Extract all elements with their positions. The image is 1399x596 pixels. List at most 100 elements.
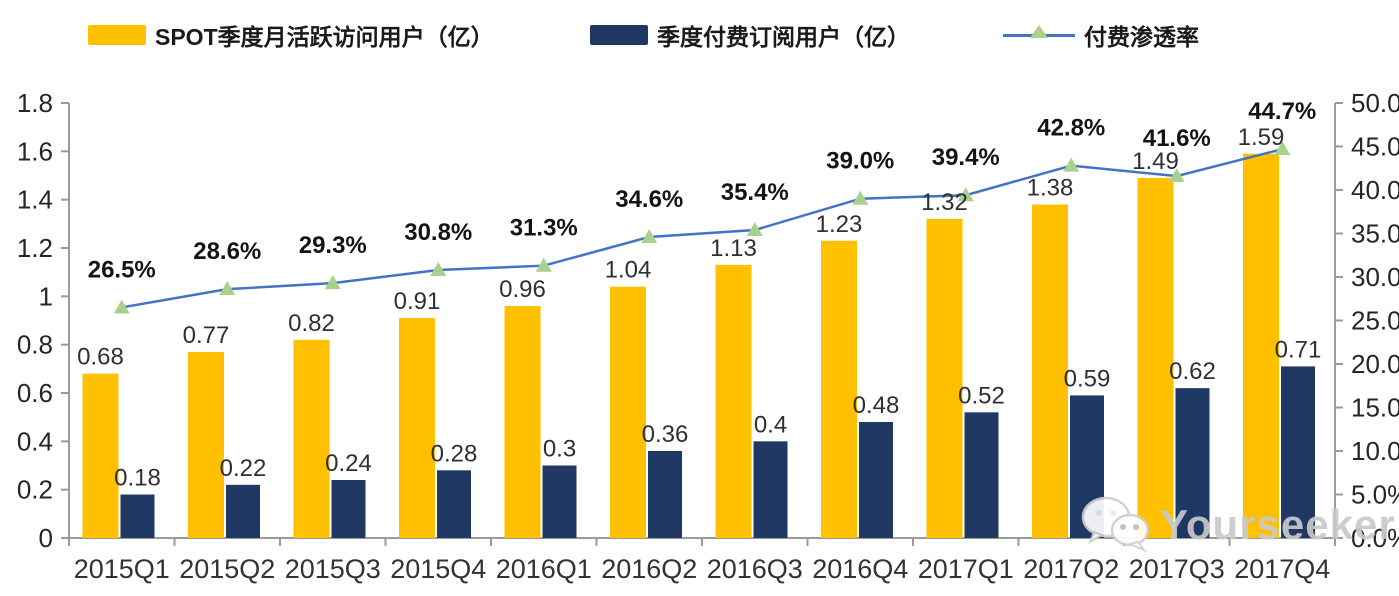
penetration-point <box>1274 141 1291 156</box>
subs-bar <box>437 470 471 538</box>
penetration-point <box>219 281 236 296</box>
right-axis-tick-label: 5.0% <box>1351 480 1399 510</box>
penetration-value-label: 26.5% <box>88 256 156 283</box>
x-tick-label: 2017Q4 <box>1234 554 1330 584</box>
penetration-value-label: 29.3% <box>299 232 367 259</box>
subs-bar <box>542 465 577 538</box>
mau-bar <box>926 219 963 538</box>
penetration-point <box>746 222 763 237</box>
legend-item-mau: SPOT季度月活跃访问用户（亿） <box>88 18 494 52</box>
subs-bar-value-label: 0.22 <box>220 455 267 482</box>
left-axis-tick-label: 1.2 <box>17 233 53 263</box>
left-axis-tick-label: 0 <box>39 523 53 553</box>
left-axis-tick-label: 0.4 <box>17 426 53 456</box>
penetration-value-label: 35.4% <box>721 179 789 206</box>
penetration-point <box>641 228 658 243</box>
subs-bar-value-label: 0.48 <box>853 392 900 419</box>
subs-bar-value-label: 0.24 <box>325 450 372 477</box>
penetration-point <box>324 275 341 290</box>
penetration-line <box>121 147 1283 309</box>
subs-bar <box>226 484 260 538</box>
subs-bar <box>964 412 999 538</box>
mau-legend-label: SPOT季度月活跃访问用户（亿） <box>155 24 494 50</box>
subs-bar-value-label: 0.52 <box>958 382 1005 409</box>
subs-bar <box>753 441 788 538</box>
penetration-value-label: 42.8% <box>1037 115 1105 142</box>
mau-bar <box>1137 177 1174 538</box>
mau-bar-value-label: 0.82 <box>288 310 335 337</box>
mau-bar <box>1032 204 1068 538</box>
right-axis-tick-label: 25.0% <box>1351 306 1399 336</box>
mau-bar <box>821 240 857 538</box>
penetration-point <box>535 257 552 272</box>
penetration-legend-label: 付费渗透率 <box>1084 24 1199 50</box>
penetration-point <box>1063 157 1080 172</box>
penetration-value-label: 39.4% <box>932 144 1000 171</box>
right-axis-tick-label: 10.0% <box>1351 436 1399 466</box>
x-tick-label: 2016Q4 <box>812 554 908 584</box>
right-axis-tick-label: 0.0% <box>1351 523 1399 553</box>
mau-bar-value-label: 1.59 <box>1238 124 1285 151</box>
mau-bar-value-label: 1.32 <box>921 189 968 216</box>
legend-item-penetration: 付费渗透率 <box>1003 18 1199 52</box>
left-axis-tick-label: 1.4 <box>17 185 53 215</box>
x-tick-label: 2015Q1 <box>74 554 170 584</box>
legend-item-subscribers: 季度付费订阅用户（亿） <box>590 18 910 52</box>
right-axis-tick-label: 35.0% <box>1351 219 1399 249</box>
subs-bar-value-label: 0.28 <box>431 440 478 467</box>
penetration-value-label: 39.0% <box>826 148 894 175</box>
wechat-icon <box>1081 496 1150 553</box>
subs-bar <box>331 480 366 538</box>
mau-bar-value-label: 1.13 <box>710 235 757 262</box>
left-axis-tick-label: 1.6 <box>17 136 53 166</box>
left-axis-tick-label: 0.6 <box>17 378 53 408</box>
mau-bar-value-label: 0.91 <box>394 288 441 315</box>
left-axis-tick-label: 1.8 <box>17 88 53 118</box>
right-axis-tick-label: 50.0% <box>1351 88 1399 118</box>
mau-bar <box>610 286 646 538</box>
penetration-value-label: 31.3% <box>510 215 578 242</box>
subs-bar-value-label: 0.4 <box>754 411 787 438</box>
subs-bar <box>1281 366 1315 538</box>
subs-bar <box>120 494 155 538</box>
right-axis-tick-label: 45.0% <box>1351 132 1399 162</box>
subs-bar-value-label: 0.3 <box>543 436 576 463</box>
mau-legend-swatch <box>88 25 146 45</box>
penetration-point <box>957 187 974 202</box>
left-axis-tick-label: 1 <box>39 281 53 311</box>
subs-bar <box>1175 388 1210 538</box>
penetration-value-label: 28.6% <box>193 238 261 265</box>
subscribers-legend-swatch <box>590 25 648 45</box>
subs-bar-value-label: 0.18 <box>114 465 161 492</box>
watermark: Yourseeker <box>1080 494 1396 556</box>
penetration-point <box>852 190 869 205</box>
mau-bar-value-label: 1.23 <box>816 211 863 238</box>
penetration-value-label: 34.6% <box>615 186 683 213</box>
subs-bar-value-label: 0.71 <box>1275 336 1322 363</box>
mau-bar <box>293 339 330 538</box>
mau-bar-value-label: 1.04 <box>605 257 652 284</box>
subs-bar-value-label: 0.62 <box>1169 358 1216 385</box>
mau-bar <box>1243 153 1279 538</box>
right-axis-tick-label: 20.0% <box>1351 349 1399 379</box>
subs-bar-value-label: 0.36 <box>642 421 689 448</box>
right-axis-tick-label: 40.0% <box>1351 175 1399 205</box>
x-tick-label: 2016Q2 <box>601 554 697 584</box>
left-axis-tick-label: 0.8 <box>17 330 53 360</box>
mau-bar <box>399 318 435 538</box>
penetration-point <box>1168 168 1185 183</box>
x-tick-label: 2016Q3 <box>707 554 803 584</box>
mau-bar-value-label: 1.49 <box>1132 148 1179 175</box>
penetration-legend-marker <box>1003 24 1075 46</box>
penetration-point <box>113 299 130 314</box>
mau-bar <box>504 306 541 538</box>
watermark-text: Yourseeker <box>1160 501 1396 548</box>
left-axis-tick-label: 0.2 <box>17 475 53 505</box>
x-tick-label: 2017Q3 <box>1129 554 1225 584</box>
x-tick-label: 2017Q1 <box>918 554 1014 584</box>
right-axis-tick-label: 15.0% <box>1351 393 1399 423</box>
mau-bar <box>82 373 119 538</box>
penetration-point <box>430 262 447 277</box>
subs-bar-value-label: 0.59 <box>1064 365 1111 392</box>
